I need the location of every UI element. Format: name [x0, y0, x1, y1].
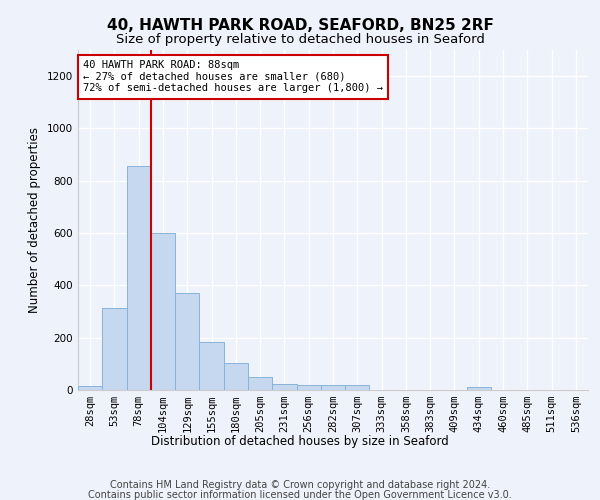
Bar [467, 387, 491, 390]
Bar [175, 293, 199, 390]
Text: Distribution of detached houses by size in Seaford: Distribution of detached houses by size … [151, 435, 449, 448]
Bar [102, 308, 127, 390]
Bar [272, 384, 296, 390]
Bar [345, 386, 370, 390]
Bar [321, 385, 345, 390]
Bar [224, 362, 248, 390]
Text: 40 HAWTH PARK ROAD: 88sqm
← 27% of detached houses are smaller (680)
72% of semi: 40 HAWTH PARK ROAD: 88sqm ← 27% of detac… [83, 60, 383, 94]
Bar [199, 342, 224, 390]
Text: Contains public sector information licensed under the Open Government Licence v3: Contains public sector information licen… [88, 490, 512, 500]
Bar [78, 386, 102, 390]
Text: Size of property relative to detached houses in Seaford: Size of property relative to detached ho… [116, 32, 484, 46]
Bar [248, 378, 272, 390]
Bar [296, 386, 321, 390]
Text: Contains HM Land Registry data © Crown copyright and database right 2024.: Contains HM Land Registry data © Crown c… [110, 480, 490, 490]
Bar [151, 233, 175, 390]
Y-axis label: Number of detached properties: Number of detached properties [28, 127, 41, 313]
Text: 40, HAWTH PARK ROAD, SEAFORD, BN25 2RF: 40, HAWTH PARK ROAD, SEAFORD, BN25 2RF [107, 18, 493, 32]
Bar [127, 166, 151, 390]
